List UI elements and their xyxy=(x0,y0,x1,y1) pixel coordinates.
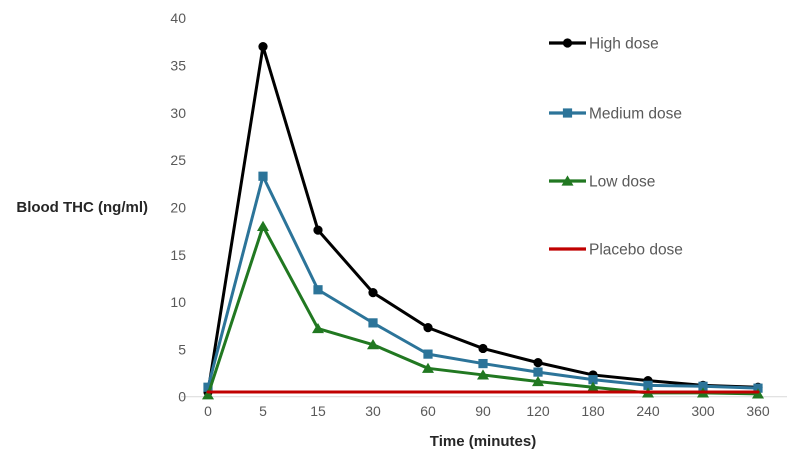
series-medium-dose xyxy=(203,171,763,393)
x-tick-label: 90 xyxy=(475,403,491,419)
marker-medium-dose xyxy=(368,318,378,328)
x-tick-label: 60 xyxy=(420,403,436,419)
y-axis-title: Blood THC (ng/ml) xyxy=(16,199,148,216)
legend-label-medium-dose: Medium dose xyxy=(589,106,682,123)
x-tick-label: 120 xyxy=(526,403,550,419)
legend-item-high-dose: High dose xyxy=(549,36,659,53)
series-layer xyxy=(202,41,764,400)
marker-low-dose xyxy=(587,381,599,392)
y-tick-label: 35 xyxy=(170,58,186,74)
x-tick-label: 180 xyxy=(581,403,605,419)
marker-high-dose xyxy=(533,358,543,368)
marker-medium-dose xyxy=(203,382,213,392)
marker-medium-dose xyxy=(588,375,598,385)
axis-layer: 0 5 10 15 20 25 30 35 40 0 5 15 30 60 90 120 180 240 300 36… xyxy=(170,10,787,419)
marker-low-dose xyxy=(312,322,324,334)
x-axis-title: Time (minutes) xyxy=(430,433,536,450)
marker-medium-dose xyxy=(533,367,543,377)
x-tick-label: 30 xyxy=(365,403,381,419)
y-tick-label: 20 xyxy=(170,199,186,215)
marker-low-dose xyxy=(202,389,214,400)
x-tick-label: 15 xyxy=(310,403,326,419)
x-tick-label: 300 xyxy=(691,403,715,419)
marker-high-dose xyxy=(478,343,488,354)
marker-medium-dose xyxy=(698,381,708,391)
legend-item-placebo-dose: Placebo dose xyxy=(549,242,683,259)
legend-label-placebo-dose: Placebo dose xyxy=(589,242,683,259)
y-tick-label: 5 xyxy=(178,341,186,357)
marker-high-dose xyxy=(313,225,323,235)
legend-item-medium-dose: Medium dose xyxy=(549,106,682,123)
marker-low-dose xyxy=(477,369,489,380)
x-tick-label: 360 xyxy=(746,403,770,419)
legend-marker-low-dose xyxy=(561,175,574,186)
legend-item-low-dose: Low dose xyxy=(549,174,655,191)
marker-high-dose xyxy=(368,288,378,298)
y-tick-label: 10 xyxy=(170,294,186,310)
series-line-high-dose xyxy=(206,45,760,394)
marker-high-dose xyxy=(423,323,433,333)
legend: High dose Medium dose Low dose Placebo dose xyxy=(549,36,683,259)
legend-label-high-dose: High dose xyxy=(589,36,659,53)
x-tick-label: 240 xyxy=(636,403,660,419)
y-tick-label: 40 xyxy=(170,10,186,26)
marker-high-dose xyxy=(258,41,268,52)
marker-low-dose xyxy=(422,362,434,373)
marker-medium-dose xyxy=(313,285,323,295)
marker-low-dose xyxy=(367,339,379,350)
series-line-medium-dose xyxy=(206,174,760,390)
marker-low-dose xyxy=(532,375,544,387)
legend-marker-medium-dose xyxy=(562,108,573,118)
legend-marker-high-dose xyxy=(562,38,573,48)
y-tick-label: 0 xyxy=(178,389,186,405)
marker-medium-dose xyxy=(258,171,268,181)
y-tick-label: 15 xyxy=(170,247,186,263)
legend-label-low-dose: Low dose xyxy=(589,174,655,191)
y-tick-label: 30 xyxy=(170,105,186,121)
marker-medium-dose xyxy=(753,383,763,393)
marker-medium-dose xyxy=(478,358,488,369)
marker-medium-dose xyxy=(423,349,433,359)
marker-medium-dose xyxy=(643,380,653,390)
x-tick-label: 0 xyxy=(204,403,212,419)
x-tick-label: 5 xyxy=(259,403,267,419)
series-high-dose xyxy=(203,41,763,397)
marker-low-dose xyxy=(257,220,269,231)
y-tick-label: 25 xyxy=(170,152,186,168)
